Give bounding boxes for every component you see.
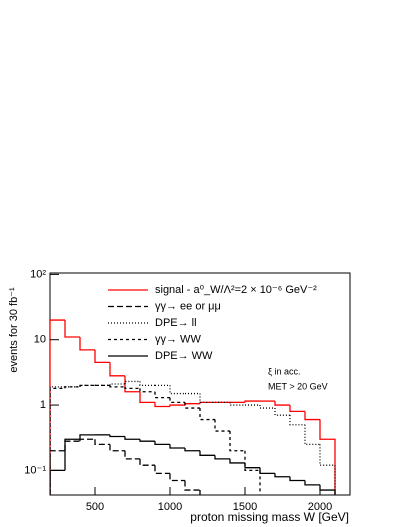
histogram-bin <box>259 405 275 409</box>
legend-label: γγ→ WW <box>155 333 201 345</box>
histogram-bin <box>94 439 110 446</box>
histogram-bin <box>64 438 80 471</box>
histogram-bin <box>199 490 201 495</box>
histogram-bin <box>184 403 200 406</box>
histogram-bin <box>139 381 155 387</box>
histogram-bin <box>184 480 200 491</box>
histogram-bin <box>169 473 185 482</box>
histogram-bin <box>79 384 95 387</box>
y-axis-label: events for 30 fb⁻¹ <box>8 287 20 373</box>
histogram-bin <box>64 320 80 338</box>
histogram-bin <box>319 444 336 495</box>
y-tick-label: 10² <box>30 268 46 280</box>
legend-label: DPE→ ll <box>155 317 197 329</box>
histogram-bin <box>79 438 95 442</box>
histogram-bin <box>124 436 140 440</box>
histogram-bin <box>244 450 260 472</box>
x-tick-label: 1500 <box>233 501 257 513</box>
histogram-bin <box>184 448 200 452</box>
histogram-bin <box>50 450 65 495</box>
histogram-bin <box>199 408 215 421</box>
histogram-bin <box>154 391 170 399</box>
histogram-bin <box>304 411 320 421</box>
histogram-bin <box>215 496 230 504</box>
histogram-bin <box>139 391 155 403</box>
histogram-bin <box>229 402 245 406</box>
histogram-bin <box>64 386 80 389</box>
y-tick-label: 10 <box>34 334 46 346</box>
histogram-bin <box>289 405 305 413</box>
histogram-bin <box>229 431 245 452</box>
histogram-bin <box>109 385 125 388</box>
x-axis-label: proton missing mass W [GeV] <box>190 510 349 524</box>
histogram-bin <box>109 383 125 386</box>
histogram-bin <box>274 473 290 478</box>
histogram-bin <box>274 401 290 406</box>
histogram-bin <box>139 388 155 393</box>
histogram-bin <box>259 467 275 475</box>
histogram-bin <box>274 408 290 416</box>
x-tick-label: 1000 <box>158 501 182 513</box>
histogram-bin <box>169 397 185 403</box>
histogram-bin <box>169 444 185 449</box>
histogram-bin <box>79 337 95 351</box>
histogram-bin <box>214 455 230 460</box>
legend-label: DPE→ WW <box>155 350 213 362</box>
legend-label: γγ→ ee or μμ <box>155 300 221 312</box>
histogram-bin <box>199 393 215 403</box>
histogram-bin <box>139 439 155 442</box>
histogram-bin <box>124 375 140 393</box>
histogram-bin <box>169 385 185 395</box>
histogram-bin <box>109 444 125 452</box>
histogram-bin <box>184 402 200 409</box>
histogram-bin <box>79 434 95 440</box>
histogram-bin <box>154 402 170 408</box>
histogram-bin <box>244 462 260 469</box>
histogram-bin <box>304 480 320 486</box>
histogram-bin <box>50 387 65 495</box>
histogram-bin <box>124 380 140 384</box>
histogram-bin <box>169 404 185 407</box>
annotation: MET > 20 GeV <box>268 381 328 391</box>
histogram-bin <box>64 440 80 451</box>
histogram-bin <box>289 415 305 426</box>
histogram-bin <box>154 465 170 475</box>
histogram-bin <box>139 458 155 466</box>
histogram-bin <box>50 319 65 495</box>
histogram-bin <box>124 386 140 390</box>
histogram-bin <box>289 476 305 482</box>
histogram-bin <box>94 349 110 364</box>
histogram-bin <box>259 470 261 495</box>
legend-label: signal - a⁰_W/Λ²=2 × 10⁻⁶ GeV⁻² <box>155 284 317 296</box>
histogram-bin <box>154 441 170 446</box>
histogram-bin <box>229 458 245 464</box>
y-tick-label: 10⁻¹ <box>24 464 46 476</box>
histograms <box>50 319 336 504</box>
histogram-bin <box>50 469 65 495</box>
histogram-bin <box>109 362 125 377</box>
histogram-bin <box>319 419 336 495</box>
histogram-bin <box>244 400 260 403</box>
histogram-bin <box>199 450 215 456</box>
y-tick-label: 1 <box>40 399 46 411</box>
x-tick-label: 500 <box>86 501 104 513</box>
histogram-bin <box>304 424 320 446</box>
x-tick-label: 2000 <box>308 501 332 513</box>
annotation: ξ in acc. <box>268 366 301 376</box>
histogram-bin <box>124 450 140 460</box>
histogram-bin <box>214 419 230 432</box>
histogram-bin <box>109 434 125 438</box>
